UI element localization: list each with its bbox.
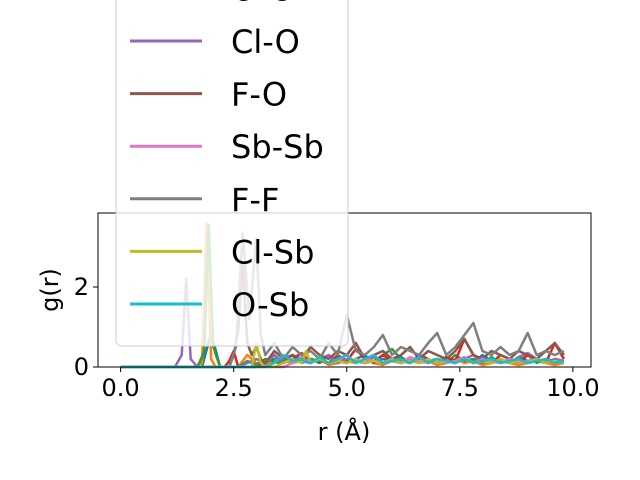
legend-label: F-F [231, 181, 279, 219]
legend-label: Cl-Sb [231, 233, 314, 271]
y-axis-label: g(r) [36, 268, 64, 312]
legend-entry-f-o: F-O [130, 76, 287, 114]
x-tick-label: 2.5 [215, 374, 253, 402]
x-tick-label: 7.5 [441, 374, 479, 402]
x-axis-ticks: 0.0 2.5 5.0 7.5 10.0 [102, 367, 600, 402]
x-tick-label: 0.0 [102, 374, 140, 402]
legend-label: F-O [231, 76, 287, 114]
y-axis-ticks: 02 [74, 273, 98, 381]
legend-entry-f-f: F-F [130, 181, 279, 219]
series-line-f-f [120, 231, 565, 369]
legend-label: Sb-Sb [231, 128, 324, 166]
legend: Cl-ClF-SbCl-FO-OCl-OF-OSb-SbF-FCl-SbO-Sb [115, 0, 349, 347]
x-tick-label: 10.0 [546, 374, 599, 402]
legend-entry-cl-o: Cl-O [130, 23, 300, 61]
legend-label: O-O [231, 0, 295, 8]
legend-box [115, 0, 349, 347]
y-tick-label: 2 [74, 273, 89, 301]
legend-entry-sb-sb: Sb-Sb [130, 128, 324, 166]
legend-label: Cl-O [231, 23, 300, 61]
legend-label: O-Sb [231, 286, 309, 324]
legend-entry-o-sb: O-Sb [130, 286, 309, 324]
legend-entry-cl-sb: Cl-Sb [130, 233, 314, 271]
series-line-cl-o [120, 277, 565, 369]
series-line-o-sb [120, 353, 565, 369]
x-tick-label: 5.0 [328, 374, 366, 402]
legend-entries: Cl-ClF-SbCl-FO-OCl-OF-OSb-SbF-FCl-SbO-Sb [130, 0, 324, 324]
x-axis-label: r (Å) [318, 417, 371, 446]
y-tick-label: 0 [74, 353, 89, 381]
legend-entry-o-o: O-O [231, 0, 295, 8]
